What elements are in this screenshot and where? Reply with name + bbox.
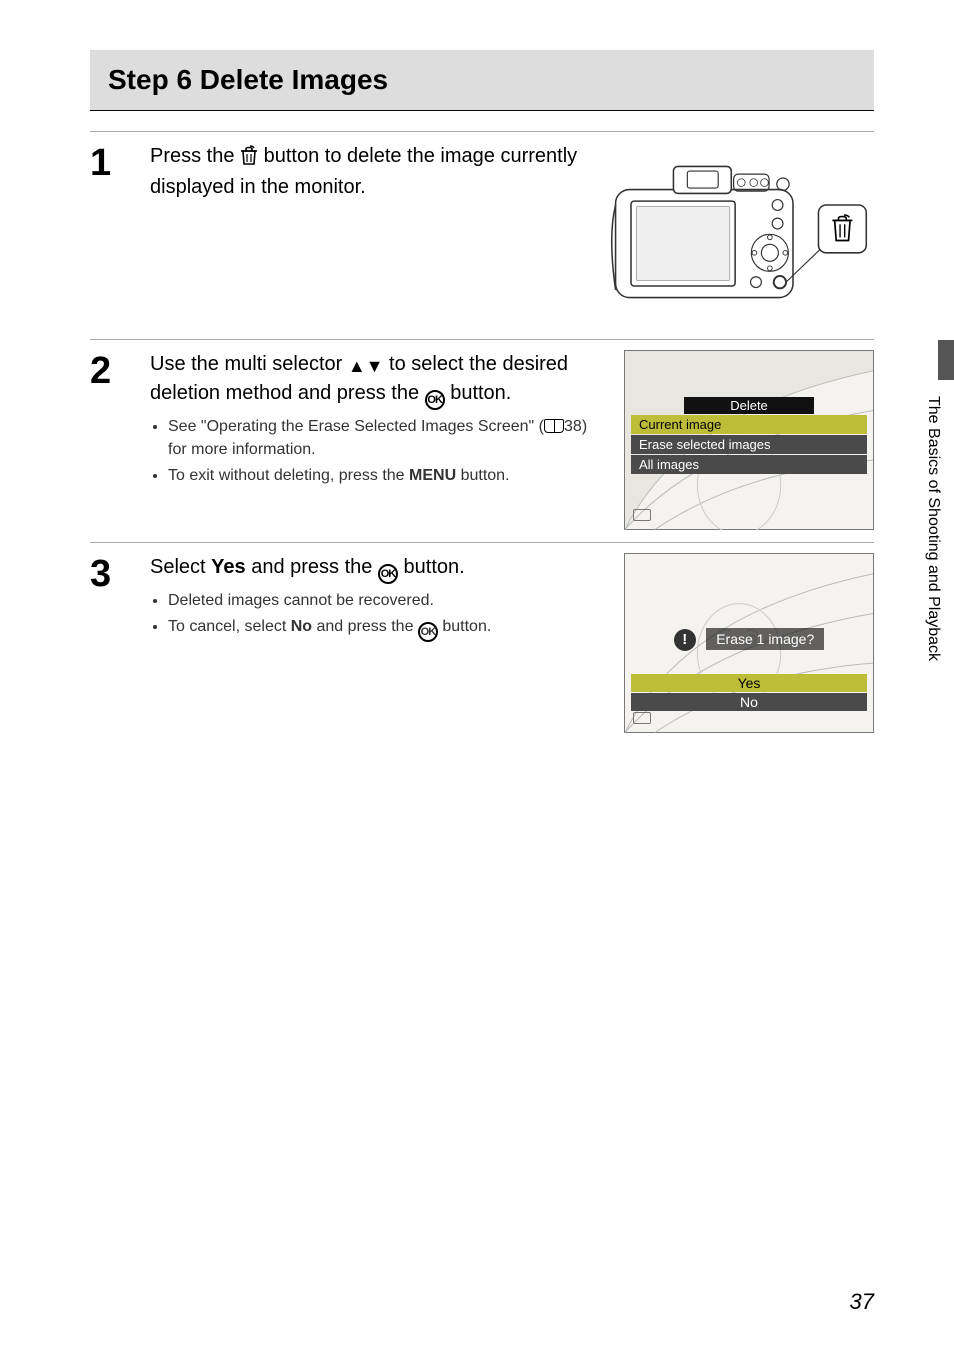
warning-icon: ! [674,629,696,651]
side-tab-label: The Basics of Shooting and Playback [924,390,942,661]
up-down-arrows-icon: ▲▼ [348,356,384,376]
card-icon [633,509,651,521]
bullet: See "Operating the Erase Selected Images… [168,416,589,461]
step-number: 1 [90,142,130,327]
step-2: 2 Use the multi selector ▲▼ to select th… [90,339,874,542]
ok-button-icon: OK [378,564,398,584]
tab-marker [938,340,954,380]
page-number: 37 [850,1289,874,1315]
trash-icon [240,145,258,173]
confirm-lcd: ! Erase 1 image? Yes No [624,553,874,733]
step-1-text: Press the button to delete the image cur… [150,142,589,327]
side-tab: The Basics of Shooting and Playback [924,340,954,661]
step-3-text: Select Yes and press the OK button. Dele… [150,553,589,733]
step-2-text: Use the multi selector ▲▼ to select the … [150,350,589,530]
step-1: 1 Press the button to delete the image c… [90,131,874,339]
step-3-figure: ! Erase 1 image? Yes No [604,553,874,733]
ok-button-icon: OK [425,390,445,410]
menu-button-label: MENU [409,467,456,484]
delete-menu-lcd: Delete Current image Erase selected imag… [624,350,874,530]
confirm-question: Erase 1 image? [706,628,824,650]
bullet: To cancel, select No and press the OK bu… [168,616,589,642]
menu-item-all: All images [631,455,867,474]
step-3: 3 Select Yes and press the OK button. De… [90,542,874,745]
menu-item-current: Current image [631,415,867,434]
bullet: Deleted images cannot be recovered. [168,590,589,612]
camera-back-illustration [604,142,874,322]
card-icon [633,712,651,724]
confirm-yes: Yes [631,674,867,692]
step-number: 3 [90,553,130,733]
step-2-figure: Delete Current image Erase selected imag… [604,350,874,530]
page-ref-icon [544,419,564,433]
ok-button-icon: OK [418,622,438,642]
bullet: To exit without deleting, press the MENU… [168,465,589,487]
menu-title: Delete [684,397,814,414]
confirm-no: No [631,693,867,711]
step-1-figure [604,142,874,327]
menu-item-erase-selected: Erase selected images [631,435,867,454]
section-header: Step 6 Delete Images [90,50,874,111]
step-number: 2 [90,350,130,530]
